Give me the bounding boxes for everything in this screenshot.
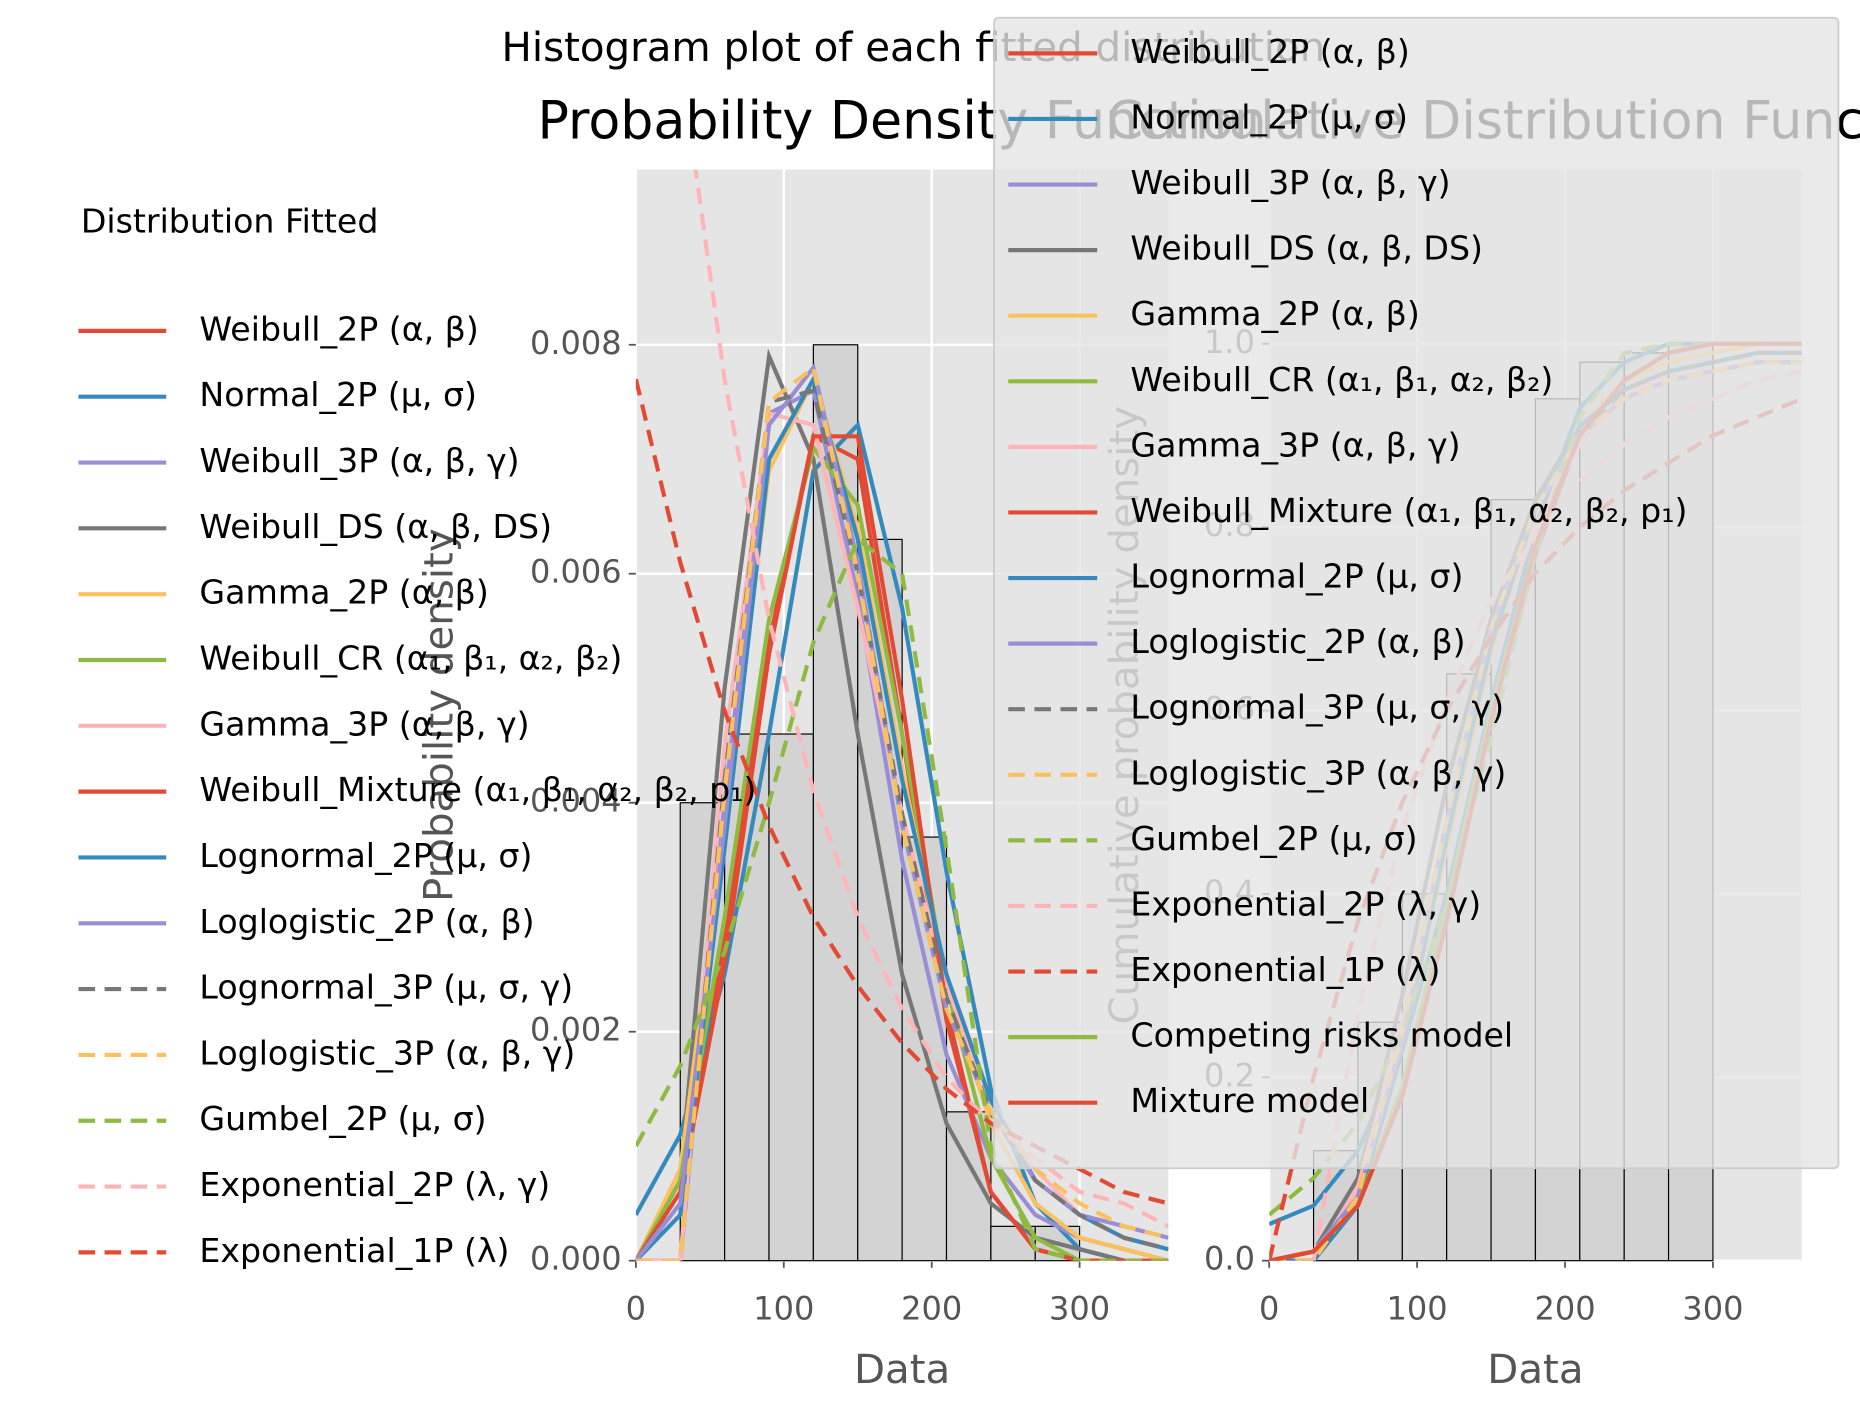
legend-label: Gamma_2P (α, β) bbox=[1130, 294, 1419, 333]
legend-label: Normal_2P (μ, σ) bbox=[1130, 97, 1408, 136]
y-tick-label: 0.002 bbox=[530, 1011, 622, 1049]
overlay-layer: Histogram plot of each fitted distributi… bbox=[78, 16, 1840, 1270]
x-tick-label: 200 bbox=[1534, 1289, 1595, 1327]
legend-label: Exponential_1P (λ) bbox=[1130, 950, 1440, 989]
legend: Distribution Fitted Weibull_2P (α, β) Norm… bbox=[78, 201, 757, 1270]
y-tick-label: 0.004 bbox=[530, 782, 622, 820]
distribution-curve bbox=[635, 536, 1169, 1261]
legend-title: Distribution Fitted bbox=[81, 201, 379, 240]
legend-label: Gamma_3P (α, β, γ) bbox=[1130, 425, 1460, 464]
y-tick-label: 0.008 bbox=[530, 324, 622, 362]
legend-label: Loglogistic_2P (α, β) bbox=[199, 902, 534, 941]
legend-label: Loglogistic_3P (α, β, γ) bbox=[199, 1033, 575, 1072]
distribution-curve bbox=[635, 363, 1169, 1261]
y-tick-label: 0.000 bbox=[530, 1240, 622, 1278]
legend-label: Exponential_2P (λ, γ) bbox=[1130, 884, 1481, 923]
legend-label: Weibull_Mixture (α₁, β₁, α₂, β₂, p₁) bbox=[199, 770, 756, 809]
x-tick-label: 100 bbox=[753, 1289, 814, 1327]
x-axis-label: Data bbox=[854, 1346, 950, 1393]
legend-label: Competing risks model bbox=[1130, 1016, 1513, 1055]
x-tick-label: 0 bbox=[1259, 1289, 1279, 1327]
legend-label: Normal_2P (μ, σ) bbox=[199, 375, 476, 414]
legend-label: Loglogistic_2P (α, β) bbox=[1130, 622, 1465, 661]
legend-label: Weibull_3P (α, β, γ) bbox=[199, 441, 519, 480]
legend-label: Weibull_DS (α, β, DS) bbox=[199, 507, 552, 546]
legend-label: Weibull_Mixture (α₁, β₁, α₂, β₂, p₁) bbox=[1130, 491, 1687, 530]
legend-label: Weibull_3P (α, β, γ) bbox=[1130, 163, 1450, 202]
legend: Weibull_2P (α, β) Normal_2P (μ, σ) Weibull… bbox=[993, 16, 1840, 1170]
legend-label: Loglogistic_3P (α, β, γ) bbox=[1130, 753, 1506, 792]
legend-label: Lognormal_2P (μ, σ) bbox=[199, 836, 532, 875]
x-tick-label: 300 bbox=[1682, 1289, 1743, 1327]
legend-label: Mixture model bbox=[1130, 1081, 1369, 1120]
x-tick-label: 100 bbox=[1387, 1289, 1448, 1327]
legend-label: Weibull_CR (α₁, β₁, α₂, β₂) bbox=[1130, 360, 1553, 399]
legend-label: Exponential_1P (λ) bbox=[199, 1231, 509, 1270]
legend-box bbox=[993, 16, 1840, 1170]
legend-label: Gumbel_2P (μ, σ) bbox=[199, 1099, 486, 1138]
legend-label: Gamma_3P (α, β, γ) bbox=[199, 704, 529, 743]
x-tick-label: 300 bbox=[1049, 1289, 1110, 1327]
distribution-curve bbox=[693, 169, 1169, 1229]
legend-label: Gamma_2P (α, β) bbox=[199, 573, 488, 612]
legend-label: Lognormal_2P (μ, σ) bbox=[1130, 557, 1463, 596]
legend-label: Weibull_2P (α, β) bbox=[199, 309, 478, 348]
legend-label: Gumbel_2P (μ, σ) bbox=[1130, 819, 1417, 858]
legend-label: Weibull_2P (α, β) bbox=[1130, 32, 1409, 71]
y-axis-label: Probability density bbox=[415, 528, 462, 902]
x-tick-label: 200 bbox=[901, 1289, 962, 1327]
legend-label: Lognormal_3P (μ, σ, γ) bbox=[199, 968, 573, 1007]
distribution-curve bbox=[635, 434, 1169, 1261]
distribution-curve bbox=[635, 348, 1169, 1261]
x-tick-label: 0 bbox=[626, 1289, 646, 1327]
legend-label: Weibull_CR (α₁, β₁, α₂, β₂) bbox=[199, 638, 622, 677]
y-tick-label: 0.006 bbox=[530, 553, 622, 591]
y-tick-label: 0.0 bbox=[1204, 1240, 1255, 1278]
x-axis-label: Data bbox=[1487, 1346, 1583, 1393]
legend-label: Weibull_DS (α, β, DS) bbox=[1130, 229, 1483, 268]
distribution-curve bbox=[635, 443, 1169, 1261]
legend-label: Exponential_2P (λ, γ) bbox=[199, 1165, 550, 1204]
legend-label: Lognormal_3P (μ, σ, γ) bbox=[1130, 688, 1504, 727]
histogram-bar bbox=[768, 733, 814, 1262]
